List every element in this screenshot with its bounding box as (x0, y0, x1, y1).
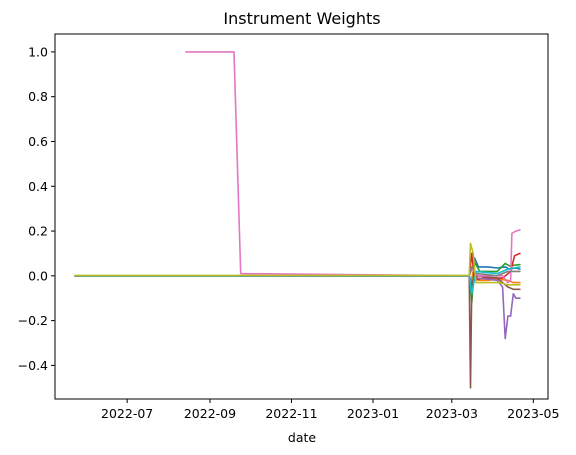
x-tick-label: 2022-09 (184, 406, 236, 421)
x-tick-label: 2023-05 (507, 406, 559, 421)
series-line-1 (74, 257, 521, 288)
y-tick-label: 0.8 (28, 89, 48, 104)
plot-frame (54, 33, 549, 400)
x-tick-label: 2022-11 (265, 406, 317, 421)
series-line-6 (74, 274, 521, 389)
plot-area (74, 51, 521, 389)
y-tick-label: 0.2 (28, 224, 48, 239)
y-tick-label: 0.6 (28, 134, 48, 149)
x-tick-label: 2023-03 (426, 406, 478, 421)
series-line-3 (74, 261, 521, 304)
y-tick-label: −0.4 (18, 358, 48, 373)
series-line-5 (74, 274, 521, 340)
series-line-10 (74, 242, 521, 286)
y-tick-label: 0.0 (28, 268, 48, 283)
y-axis: −0.4 −0.2 0.0 0.2 0.4 0.6 0.8 1.0 (18, 44, 55, 373)
y-tick-label: −0.2 (18, 313, 48, 328)
x-tick-label: 2023-01 (347, 406, 399, 421)
x-axis: 2022-07 2022-09 2022-11 2023-01 2023-03 2023-… (101, 399, 559, 421)
chart-title: Instrument Weights (223, 9, 380, 28)
x-tick-label: 2022-07 (101, 406, 153, 421)
series-line-9 (74, 266, 521, 295)
y-tick-label: 1.0 (28, 44, 48, 59)
y-tick-label: 0.4 (28, 179, 48, 194)
x-axis-label: date (288, 430, 316, 445)
